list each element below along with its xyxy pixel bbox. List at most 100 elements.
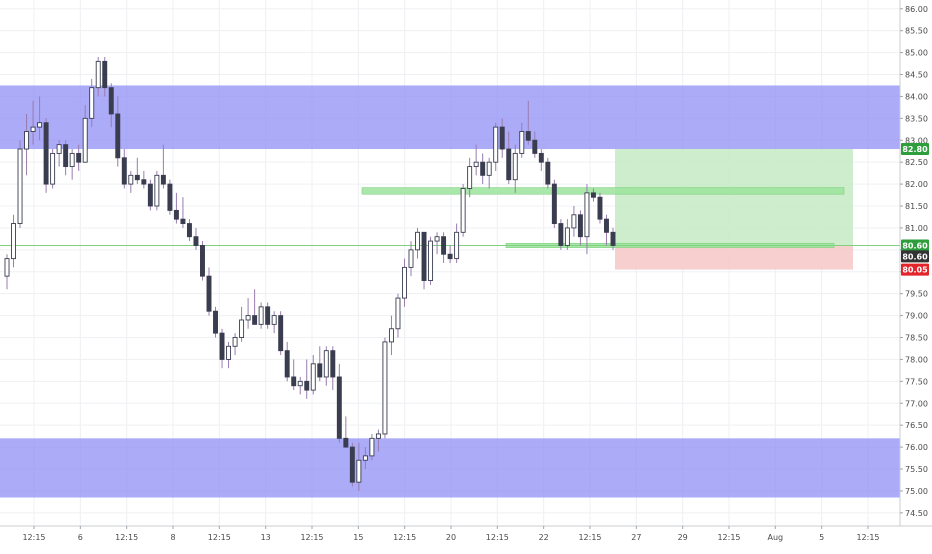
candle-body[interactable] bbox=[108, 87, 114, 115]
candle-body[interactable] bbox=[447, 253, 453, 260]
candle-body[interactable] bbox=[219, 332, 225, 360]
candle-body[interactable] bbox=[519, 131, 525, 154]
candle-body[interactable] bbox=[4, 258, 10, 277]
candle-body[interactable] bbox=[330, 350, 336, 378]
candle-body[interactable] bbox=[388, 328, 394, 343]
candle-body[interactable] bbox=[428, 240, 434, 281]
candle-body[interactable] bbox=[408, 249, 414, 268]
candle-body[interactable] bbox=[121, 157, 127, 185]
candle-body[interactable] bbox=[460, 188, 466, 233]
candle-body[interactable] bbox=[43, 122, 49, 185]
candle-body[interactable] bbox=[525, 131, 531, 141]
candle-body[interactable] bbox=[63, 144, 69, 168]
time-tick-label: 12:15 bbox=[393, 533, 416, 542]
candle-body[interactable] bbox=[317, 363, 323, 378]
candle-body[interactable] bbox=[193, 236, 199, 246]
candle-body[interactable] bbox=[278, 315, 284, 352]
candle-body[interactable] bbox=[538, 152, 544, 163]
candle-body[interactable] bbox=[395, 297, 401, 330]
candle-body[interactable] bbox=[160, 174, 166, 185]
candle-body[interactable] bbox=[564, 227, 570, 246]
candle-body[interactable] bbox=[362, 455, 368, 461]
candle-body[interactable] bbox=[415, 231, 420, 251]
candle-body[interactable] bbox=[323, 350, 329, 378]
candle-body[interactable] bbox=[180, 218, 186, 225]
candle-body[interactable] bbox=[141, 179, 147, 185]
candle-body[interactable] bbox=[610, 231, 616, 246]
candle-body[interactable] bbox=[37, 122, 43, 128]
candle-body[interactable] bbox=[200, 245, 205, 277]
candle-body[interactable] bbox=[512, 152, 518, 181]
candle-body[interactable] bbox=[441, 236, 447, 255]
candle-body[interactable] bbox=[245, 315, 251, 321]
candle-body[interactable] bbox=[558, 223, 564, 246]
candle-body[interactable] bbox=[356, 459, 362, 483]
candle-body[interactable] bbox=[213, 310, 218, 334]
candle-body[interactable] bbox=[473, 161, 479, 168]
candle-body[interactable] bbox=[480, 161, 486, 176]
candle-body[interactable] bbox=[369, 437, 375, 457]
candle-body[interactable] bbox=[577, 214, 583, 238]
candle-body[interactable] bbox=[454, 231, 460, 260]
candle-body[interactable] bbox=[402, 266, 407, 299]
candle-body[interactable] bbox=[226, 345, 232, 360]
candle-body[interactable] bbox=[134, 174, 140, 181]
candle-body[interactable] bbox=[258, 306, 264, 325]
candle-body[interactable] bbox=[434, 236, 440, 242]
candle-body[interactable] bbox=[571, 214, 577, 229]
candle-body[interactable] bbox=[24, 131, 30, 150]
candle-body[interactable] bbox=[284, 350, 290, 378]
candle-body[interactable] bbox=[17, 148, 23, 225]
candle-body[interactable] bbox=[349, 446, 355, 483]
candle-body[interactable] bbox=[232, 337, 238, 347]
candle-body[interactable] bbox=[597, 196, 603, 220]
candle-body[interactable] bbox=[173, 209, 179, 220]
candle-body[interactable] bbox=[382, 341, 388, 435]
candle-body[interactable] bbox=[310, 363, 316, 391]
candle-body[interactable] bbox=[336, 376, 342, 439]
candle-body[interactable] bbox=[167, 183, 173, 211]
candle-body[interactable] bbox=[291, 376, 297, 387]
candle-body[interactable] bbox=[493, 126, 499, 163]
candle-body[interactable] bbox=[76, 152, 82, 163]
candle-body[interactable] bbox=[95, 60, 101, 89]
candle-body[interactable] bbox=[265, 306, 271, 325]
candle-body[interactable] bbox=[343, 437, 349, 448]
candle-body[interactable] bbox=[128, 174, 134, 185]
candle-body[interactable] bbox=[604, 218, 609, 233]
candle-body[interactable] bbox=[82, 117, 88, 163]
candle-body[interactable] bbox=[506, 148, 512, 181]
price-tick-label: 81.00 bbox=[905, 224, 928, 233]
candle-body[interactable] bbox=[206, 275, 212, 312]
candle-body[interactable] bbox=[102, 60, 108, 89]
candle-body[interactable] bbox=[252, 315, 258, 325]
candle-body[interactable] bbox=[11, 223, 16, 260]
candle-body[interactable] bbox=[375, 433, 381, 439]
candle-body[interactable] bbox=[421, 231, 427, 281]
candle-body[interactable] bbox=[297, 380, 303, 387]
candle-body[interactable] bbox=[147, 183, 153, 207]
candle-body[interactable] bbox=[89, 87, 95, 119]
candle-body[interactable] bbox=[304, 380, 310, 391]
candle-body[interactable] bbox=[239, 319, 245, 338]
candle-body[interactable] bbox=[545, 161, 551, 185]
candle-body[interactable] bbox=[584, 192, 590, 238]
candle-body[interactable] bbox=[50, 152, 56, 185]
candle-body[interactable] bbox=[590, 192, 596, 198]
price-tick-label: 84.50 bbox=[905, 71, 928, 80]
candle-body[interactable] bbox=[30, 126, 36, 132]
time-tick-label: 12:15 bbox=[208, 533, 231, 542]
candle-body[interactable] bbox=[467, 166, 473, 189]
candle-body[interactable] bbox=[551, 183, 557, 225]
candle-body[interactable] bbox=[486, 161, 492, 176]
candle-body[interactable] bbox=[56, 144, 62, 154]
candle-body[interactable] bbox=[532, 139, 538, 154]
candle-body[interactable] bbox=[186, 223, 192, 238]
candle-body[interactable] bbox=[115, 113, 121, 159]
candle-body[interactable] bbox=[499, 126, 505, 150]
candle-body[interactable] bbox=[154, 174, 160, 207]
candle-body[interactable] bbox=[271, 315, 277, 325]
candle-body[interactable] bbox=[69, 152, 75, 168]
